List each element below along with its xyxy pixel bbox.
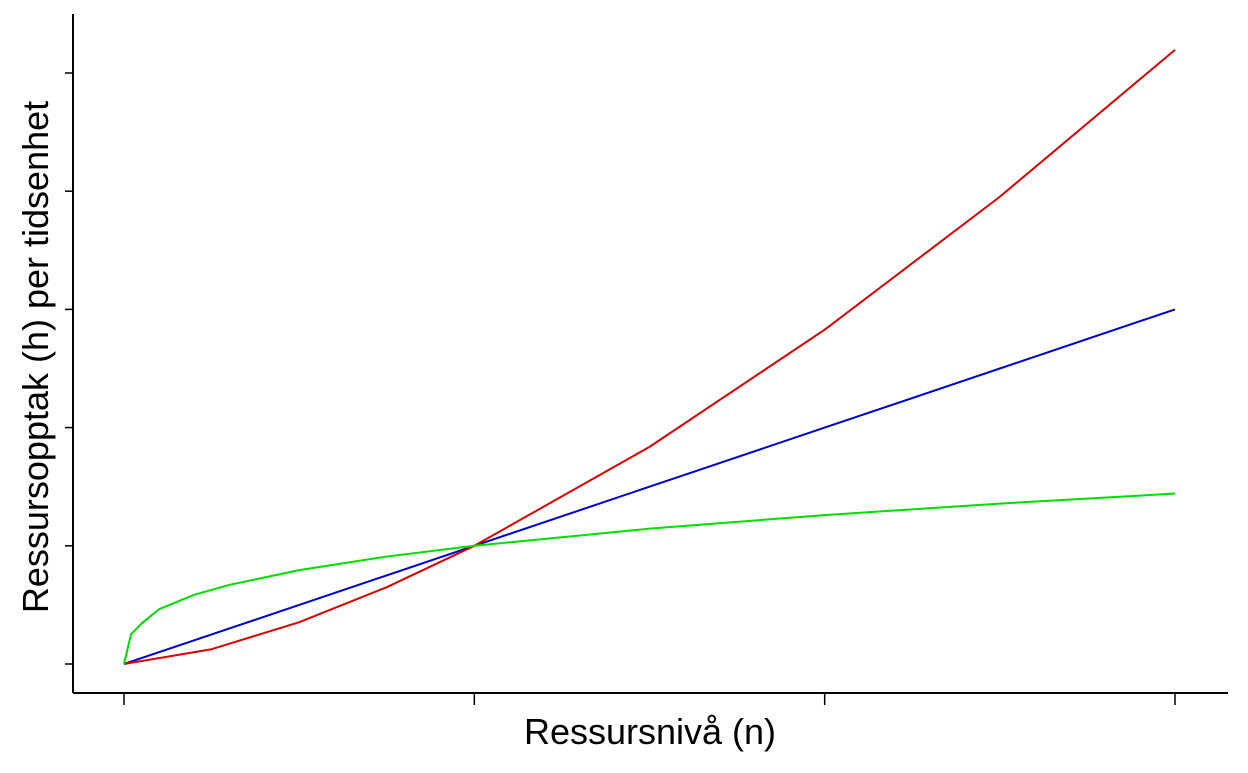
series-line-2	[123, 492, 1176, 665]
axes	[65, 14, 1228, 705]
x-axis-label: Ressursnivå (n)	[524, 711, 776, 752]
series-line-1	[123, 49, 1176, 665]
series-group	[123, 49, 1176, 665]
series-line-0	[123, 308, 1176, 665]
y-axis-label: Ressursopptak (h) per tidsenhet	[15, 101, 56, 613]
